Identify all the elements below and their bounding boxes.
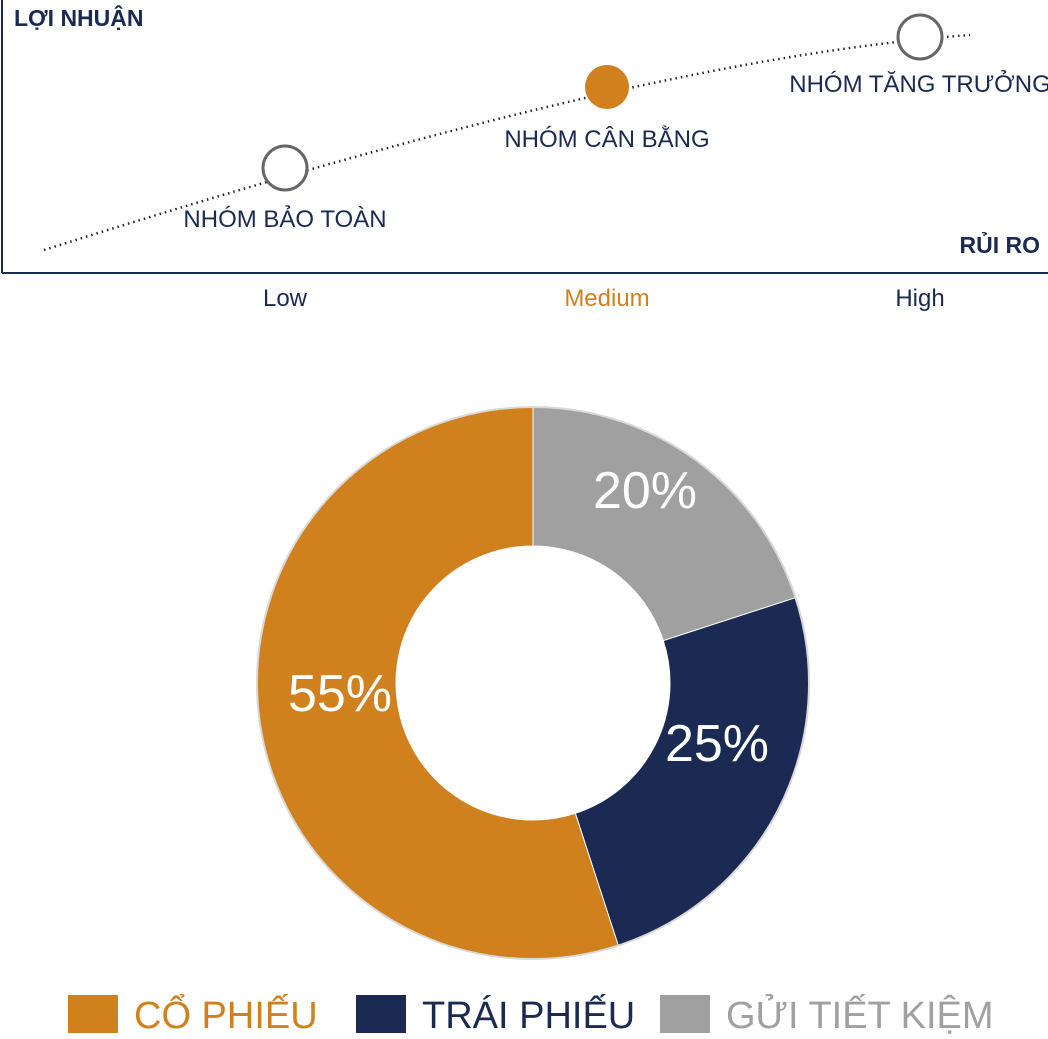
- legend-swatch-3: [660, 995, 710, 1033]
- donut-label-1: 55%: [288, 665, 392, 723]
- legend-swatch-2: [356, 995, 406, 1033]
- legend-label-3: GỬI TIẾT KIỆM: [726, 993, 994, 1037]
- point-label-2: NHÓM CÂN BẰNG: [504, 125, 709, 153]
- legend-swatch-1: [68, 995, 118, 1033]
- legend: CỔ PHIẾU TRÁI PHIẾU GỬI TIẾT KIỆM: [68, 992, 994, 1037]
- x-tick-medium: Medium: [564, 285, 649, 312]
- donut-chart: 20% 25% 55%: [256, 406, 810, 960]
- point-label-1: NHÓM BẢO TOÀN: [183, 204, 386, 233]
- donut-label-3: 20%: [593, 462, 697, 520]
- point-marker-2: [585, 65, 629, 109]
- x-axis-label: RỦI RO: [960, 230, 1041, 258]
- x-tick-high: High: [895, 285, 944, 312]
- x-tick-labels: Low Medium High: [263, 285, 945, 312]
- points-layer: NHÓM BẢO TOÀN NHÓM CÂN BẰNG NHÓM TĂNG TRƯỞ…: [183, 13, 1048, 233]
- donut-slice-3: [532, 406, 797, 642]
- point-marker-3: [896, 13, 944, 61]
- point-label-3: NHÓM TĂNG TRƯỞNG: [789, 69, 1048, 98]
- y-axis-label: LỢI NHUẬN: [14, 4, 144, 31]
- legend-label-2: TRÁI PHIẾU: [422, 993, 635, 1037]
- legend-label-1: CỔ PHIẾU: [134, 992, 318, 1037]
- donut-label-2: 25%: [665, 715, 769, 773]
- donut-outline: [256, 406, 810, 960]
- risk-return-chart: LỢI NHUẬN RỦI RO NHÓM BẢO TOÀN NHÓM CÂN B…: [1, 0, 1048, 312]
- x-tick-low: Low: [263, 285, 308, 312]
- point-marker-1: [261, 144, 309, 192]
